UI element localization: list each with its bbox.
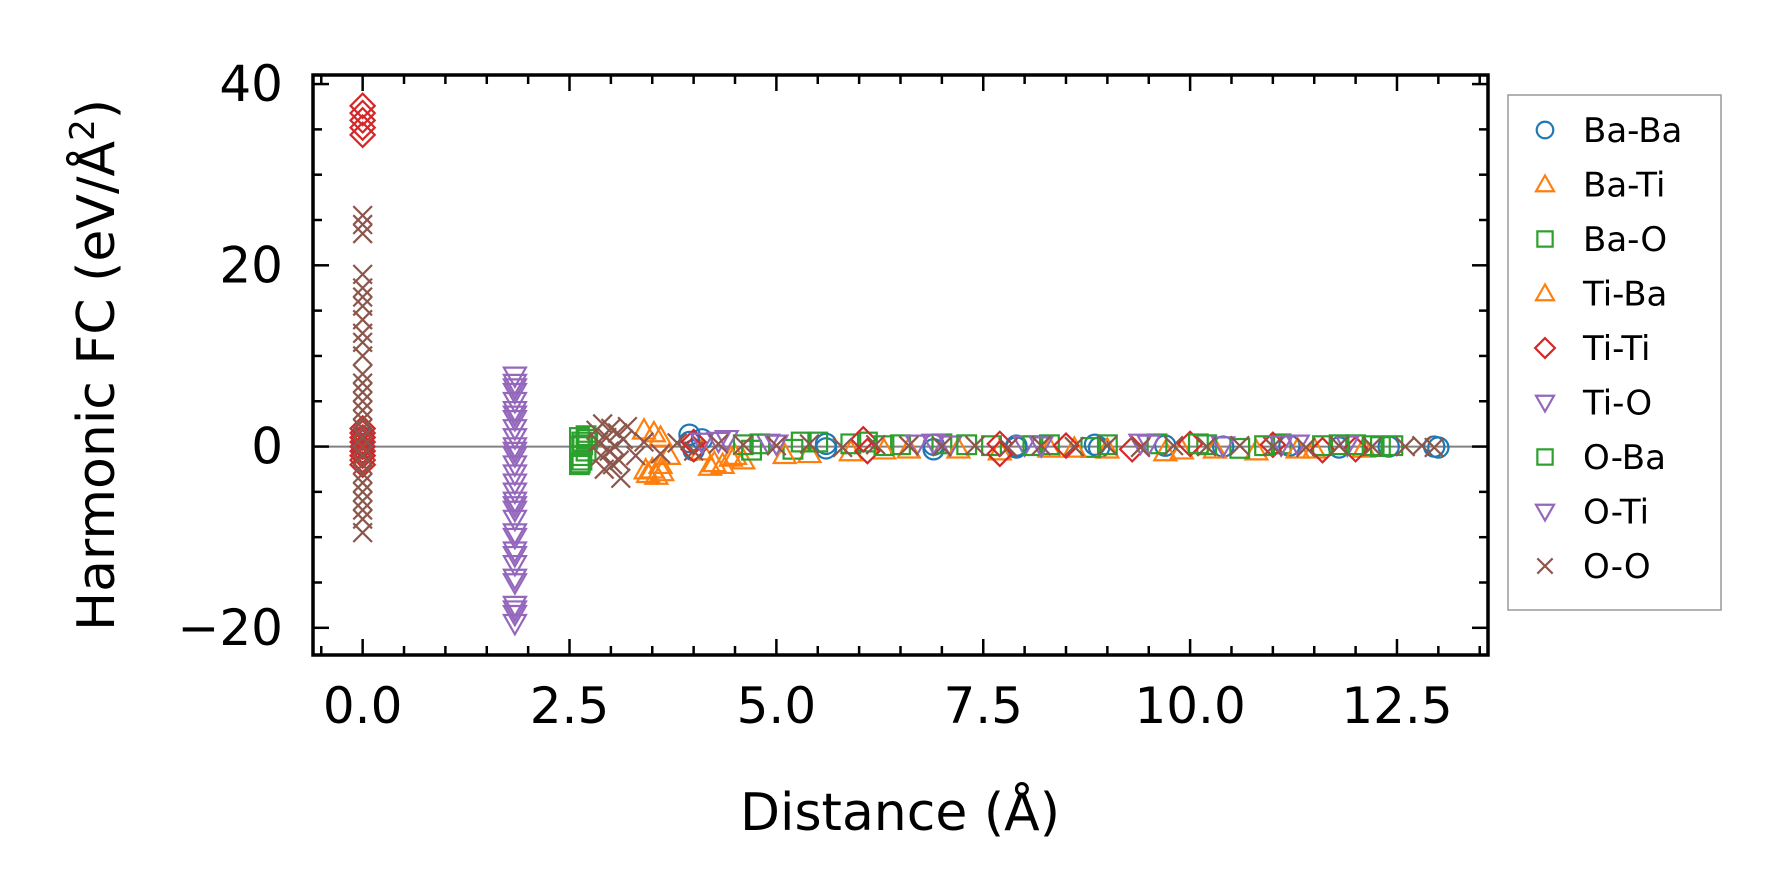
x-tick-label: 0.0	[323, 677, 403, 735]
plot-frame	[313, 75, 1488, 655]
x-axis-label: Distance (Å)	[740, 781, 1060, 843]
ticks-layer	[313, 75, 1488, 655]
data-point	[353, 501, 372, 520]
legend-label-o-ti: O-Ti	[1583, 493, 1649, 533]
data-point	[353, 224, 372, 243]
x-tick-label: 10.0	[1134, 677, 1245, 735]
data-point	[353, 374, 372, 393]
legend-label-o-ba: O-Ba	[1583, 438, 1666, 478]
y-tick-label: 20	[219, 236, 283, 294]
y-tick-labels: −20 0 20 40	[177, 55, 283, 657]
y-axis-label-main: Harmonic FC (eV/Å	[65, 140, 127, 631]
data-point	[353, 483, 372, 502]
legend-label-ba-ti: Ba-Ti	[1583, 166, 1665, 206]
data-points-layer	[351, 94, 1449, 635]
series-o-ti	[504, 379, 1292, 620]
y-tick-label: −20	[177, 599, 283, 657]
data-point	[353, 492, 372, 511]
y-axis-label-close: )	[67, 99, 127, 119]
legend: Ba-Ba Ba-Ti Ba-O Ti-Ba Ti-Ti Ti-O O-Ba O-Ti O-O	[1508, 95, 1721, 610]
legend-label-ba-o: Ba-O	[1583, 220, 1667, 260]
data-point	[353, 288, 372, 307]
x-tick-labels: 0.0 2.5 5.0 7.5 10.0 12.5	[323, 677, 1453, 735]
legend-label-ba-ba: Ba-Ba	[1583, 111, 1682, 151]
y-axis-label: Harmonic FC (eV/Å2)	[63, 99, 127, 631]
x-tick-label: 7.5	[943, 677, 1023, 735]
y-tick-label: 0	[251, 418, 283, 476]
legend-label-ti-ti: Ti-Ti	[1582, 329, 1651, 369]
x-tick-label: 2.5	[530, 677, 610, 735]
legend-label-ti-o: Ti-O	[1582, 384, 1652, 424]
series-ti-o	[504, 368, 1358, 635]
data-point	[353, 206, 372, 225]
y-tick-label: 40	[219, 55, 283, 113]
data-point	[618, 417, 637, 436]
data-point	[353, 279, 372, 298]
data-point	[353, 215, 372, 234]
data-point	[353, 324, 372, 343]
x-tick-label: 12.5	[1341, 677, 1452, 735]
legend-label-o-o: O-O	[1583, 547, 1651, 587]
y-axis-label-superscript: 2	[63, 119, 103, 141]
data-point	[353, 383, 372, 402]
x-tick-label: 5.0	[737, 677, 817, 735]
data-point	[353, 523, 372, 542]
data-point	[351, 108, 375, 132]
data-point	[353, 365, 372, 384]
legend-label-ti-ba: Ti-Ba	[1582, 275, 1667, 315]
data-point	[353, 347, 372, 366]
data-point	[353, 392, 372, 411]
